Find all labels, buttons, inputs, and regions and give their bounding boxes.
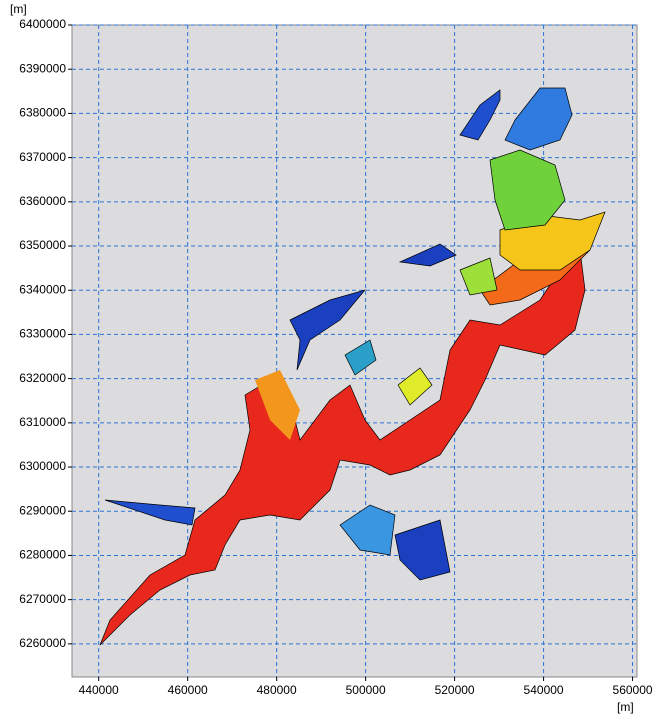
y-tick-label: 6260000 bbox=[19, 636, 66, 650]
y-tick-label: 6330000 bbox=[19, 327, 66, 341]
x-tick-label: 440000 bbox=[79, 683, 119, 697]
region-blue-west bbox=[104, 499, 196, 526]
x-tick-label: 520000 bbox=[435, 683, 475, 697]
x-unit: [m] bbox=[617, 700, 634, 714]
y-unit: [m] bbox=[10, 2, 27, 16]
y-tick-label: 6350000 bbox=[19, 238, 66, 252]
y-tick-label: 6340000 bbox=[19, 282, 66, 296]
y-tick-label: 6300000 bbox=[19, 459, 66, 473]
region-blue-north bbox=[459, 89, 501, 141]
y-tick-label: 6310000 bbox=[19, 415, 66, 429]
region-teal bbox=[344, 339, 377, 376]
region-blue-ne bbox=[504, 87, 573, 151]
region-blue-se bbox=[394, 519, 451, 581]
region-blue-nw bbox=[289, 289, 366, 371]
y-tick-label: 6320000 bbox=[19, 371, 66, 385]
y-tick-label: 6390000 bbox=[19, 61, 66, 75]
region-orange-west bbox=[255, 370, 300, 440]
region-lightgreen bbox=[459, 257, 498, 296]
y-tick-label: 6280000 bbox=[19, 548, 66, 562]
y-tick-label: 6360000 bbox=[19, 194, 66, 208]
y-tick-label: 6400000 bbox=[19, 17, 66, 31]
y-tick-label: 6380000 bbox=[19, 106, 66, 120]
x-tick-label: 560000 bbox=[613, 683, 653, 697]
region-blue-small bbox=[398, 243, 457, 267]
x-tick-label: 480000 bbox=[257, 683, 297, 697]
x-tick-label: 460000 bbox=[168, 683, 208, 697]
field-shapes bbox=[99, 87, 606, 646]
x-tick-label: 540000 bbox=[524, 683, 564, 697]
y-tick-label: 6370000 bbox=[19, 150, 66, 164]
region-yellow-mid bbox=[397, 367, 433, 406]
region-green bbox=[489, 149, 566, 231]
y-tick-label: 6290000 bbox=[19, 503, 66, 517]
y-tick-label: 6270000 bbox=[19, 592, 66, 606]
region-lightblue bbox=[339, 504, 396, 556]
x-tick-label: 500000 bbox=[346, 683, 386, 697]
